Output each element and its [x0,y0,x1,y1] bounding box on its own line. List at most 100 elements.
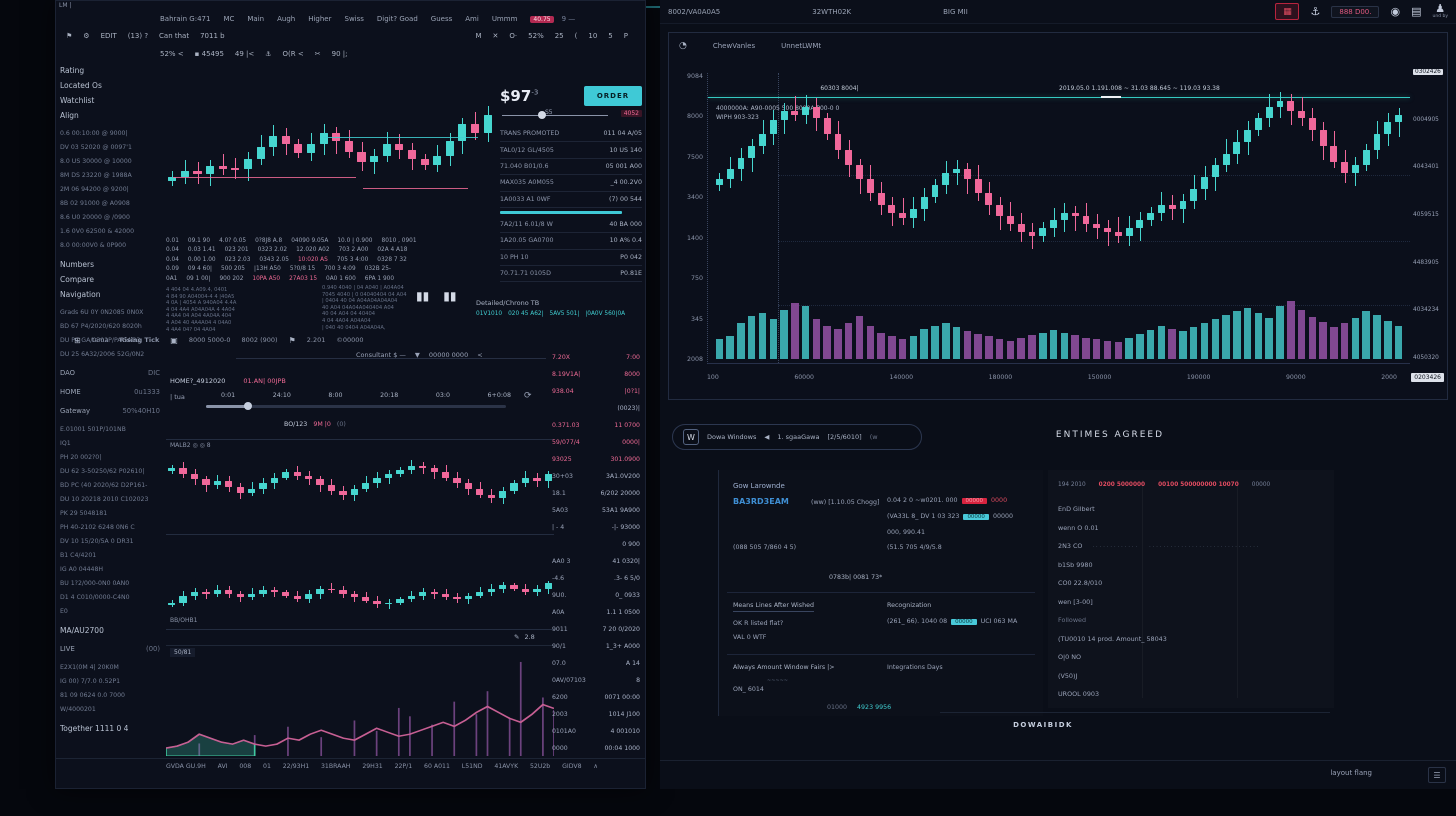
toolbar-item[interactable]: ⚓ [265,49,272,58]
order-row[interactable]: 71.040 B01/0.6 05 001 A00 [500,159,642,176]
tab-item[interactable]: 8002 (900) [241,336,278,344]
price-row[interactable]: 5A03 53A1 9A900 [552,502,640,519]
tab-icon[interactable]: ▣ [170,335,178,345]
price-row[interactable]: 0.371.03 11 0700 [552,417,640,434]
table-row[interactable]: 0.09 09 4 60| 500 205 |13H A50 5?0/8 15 700 3… [166,265,494,274]
target-icon[interactable]: ◉ [1390,5,1401,18]
filter-value[interactable]: 00000 0000 [428,351,469,359]
sidebar-row[interactable]: BU 1?2/000-0N0 0AN0 [60,580,130,587]
order-row[interactable]: TRANS PROMOTED 011 04 A/05 [500,126,642,143]
price-row[interactable]: 30+03 3A1.0V200 [552,468,640,485]
toolbar-item[interactable]: Can that [159,32,190,40]
sidebar-row[interactable]: 8M DS 23220 @ 1988A [60,172,132,179]
menu-item[interactable]: Higher [308,15,332,23]
toolbar-item[interactable]: ⚑ [66,32,73,40]
sidebar-row[interactable]: PK 29 5048181 [60,510,108,517]
price-row[interactable]: A0A 1.1 1 0500 [552,604,640,621]
toolbar-item[interactable]: 7011 b [200,32,225,40]
sidebar-row[interactable]: IG 00) 7/7.0 0.52P1 [60,678,121,685]
table-row[interactable]: 2N3 CO ············· ·····················… [1058,537,1326,556]
toolbar-item[interactable]: 52% < [160,49,184,58]
field-3-label[interactable]: Always Amount Window Fairs |> [733,664,835,671]
slider-track[interactable] [502,115,608,116]
menu-icon[interactable]: ☰ [1428,767,1446,783]
tab-icon[interactable]: ⊞ [74,335,81,345]
pause-icon[interactable]: ▮▮ [443,289,457,303]
table-row[interactable]: (V50)J [1058,667,1326,686]
toolbar-item[interactable]: M [475,32,482,40]
sidebar-row[interactable]: DU PC GA/0302P/PA 5AG3 [60,337,141,344]
price-row[interactable]: 07.0 A 14 [552,655,640,672]
sidebar-row[interactable]: PH 20 002?0| [60,454,102,461]
panel-icon[interactable]: ▤ [1411,5,1422,18]
tab-item[interactable]: 2.201 [306,336,326,344]
price-row[interactable]: | - 4 -|- 93000 [552,519,640,536]
main-plot[interactable]: 60303 8004| 2019.05.0 1.191.008 ~ 31.03 … [707,73,1410,364]
slider-handle[interactable] [538,111,546,119]
sidebar-row[interactable]: DV 10 15/20/5A 0 DR31 [60,538,134,545]
user-menu[interactable]: ♟ und by [1432,3,1448,20]
chevron-left-icon[interactable]: ◀ [764,433,770,441]
table-row[interactable]: 0.04 0.03 1.41 023 201 0323 2.02 12.020 A02 7… [166,246,494,255]
sidebar-row[interactable]: 8.0 00:00V0 & 0P900 [60,242,127,249]
sidebar-row[interactable]: Grads 6U 0Y 0N2085 0N0X [60,309,144,316]
table-row[interactable]: 0.04 0.00 1.00 023 2.03 0343 2.05 10:020 AS 7… [166,256,494,265]
sidebar-row[interactable]: PH 40-2102 6248 0N6 C [60,524,135,531]
sidebar-row[interactable]: BD PC (40 2020/62 D2P161- [60,482,148,489]
sidebar-item[interactable]: MA/AU2700 [60,626,104,635]
grid-red-icon[interactable]: ▦ [1275,3,1300,20]
menu-item[interactable]: Main [247,15,265,23]
refresh-icon[interactable]: ⟳ [524,391,532,401]
table-row[interactable]: EnD Gilbert [1058,500,1326,519]
order-row[interactable]: 70.71.71 0105D P0.81E [500,266,642,283]
price-row[interactable]: 6200 0071 00:00 [552,689,640,706]
clock-icon[interactable]: ◔ [679,41,687,51]
sidebar-row[interactable]: E2X1(0M 4| 20K0M [60,664,119,671]
sidebar-row[interactable]: LIVE (00) [60,642,160,657]
sidebar-item[interactable]: Align [60,111,79,120]
toolbar-item[interactable]: 49 |< [234,49,255,58]
table-row[interactable]: (TU0010 14 prod. Amount_ 58043 [1058,630,1326,649]
sidebar-row[interactable]: DV 03 52020 @ 0097'1 [60,144,132,151]
price-row[interactable]: 7.20X 7:00 [552,349,640,366]
sidebar-item[interactable]: Together 1111 0 4 [60,724,129,733]
timeline-track[interactable] [206,405,506,408]
price-row[interactable]: 18.1 6/202 20000 [552,485,640,502]
toolbar-item[interactable]: O(R < [282,49,304,58]
menu-item[interactable]: Augh [277,15,296,23]
chart-tab[interactable]: UnnetLWMt [781,42,822,50]
sidebar-row[interactable]: IG A0 04448H [60,566,104,573]
sidebar-row[interactable]: HOME 0u1333 [60,385,160,400]
sidebar-row[interactable]: 0.6 00:10:00 @ 9000| [60,130,128,137]
sidebar-row[interactable]: 8B 02 91000 @ A0908 [60,200,130,207]
price-row[interactable]: 93025 301.0900 [552,451,640,468]
menu-item[interactable]: Bahrain G:471 [160,15,211,23]
table-row[interactable]: wen [3-00] [1058,593,1326,612]
nav-item[interactable]: 8002/VA0A0A5 [668,7,721,16]
sidebar-row[interactable]: BD 67 P4/2020/620 8020h [60,323,142,330]
table-row[interactable]: 0A1 09 1 00| 900 202 10PA A50 27A03 15 0A0 1 … [166,275,494,284]
price-row[interactable]: -4.6 .3- 6 5/0 [552,570,640,587]
toolbar-item[interactable]: 52% [528,32,544,40]
order-row[interactable]: 1A20.05 GA0700 10 A% 0.4 [500,233,642,250]
toolbar-item[interactable]: ✕ [492,32,499,40]
sidebar-item[interactable]: Watchlist [60,96,95,105]
chart-tab[interactable]: ChewVanles [712,42,756,50]
pill-toolbar[interactable]: W Dowa Windows ◀ 1. sgaaGawa [2/5/6010] … [672,424,922,450]
instrument-link[interactable]: BA3RD3EAM [733,497,789,506]
toolbar-item[interactable]: P [623,32,628,40]
sidebar-item[interactable]: Compare [60,275,95,284]
price-row[interactable]: 0AV/07103 8 [552,672,640,689]
menu-item[interactable]: Digit? Goad [376,15,418,23]
secondary-chart-lower[interactable] [166,541,554,630]
field-1-label[interactable]: Means Lines After Wished [733,602,814,612]
price-row[interactable]: 90/1 1_3+ A000 [552,638,640,655]
chevron-down-icon[interactable]: ▼ [414,351,420,359]
order-button[interactable]: ORDER [584,86,642,106]
sidebar-row[interactable]: 8.0 US 30000 @ 10000 [60,158,132,165]
sidebar-row[interactable]: Gateway 50%40H10 [60,404,160,419]
price-row[interactable]: 9U0. 0_ 0933 [552,587,640,604]
nav-item[interactable]: 32WTH02K [812,7,852,16]
sidebar-row[interactable]: D1 4 C010/0000-C4N0 [60,594,130,601]
menu-item[interactable]: Swiss [344,15,364,23]
